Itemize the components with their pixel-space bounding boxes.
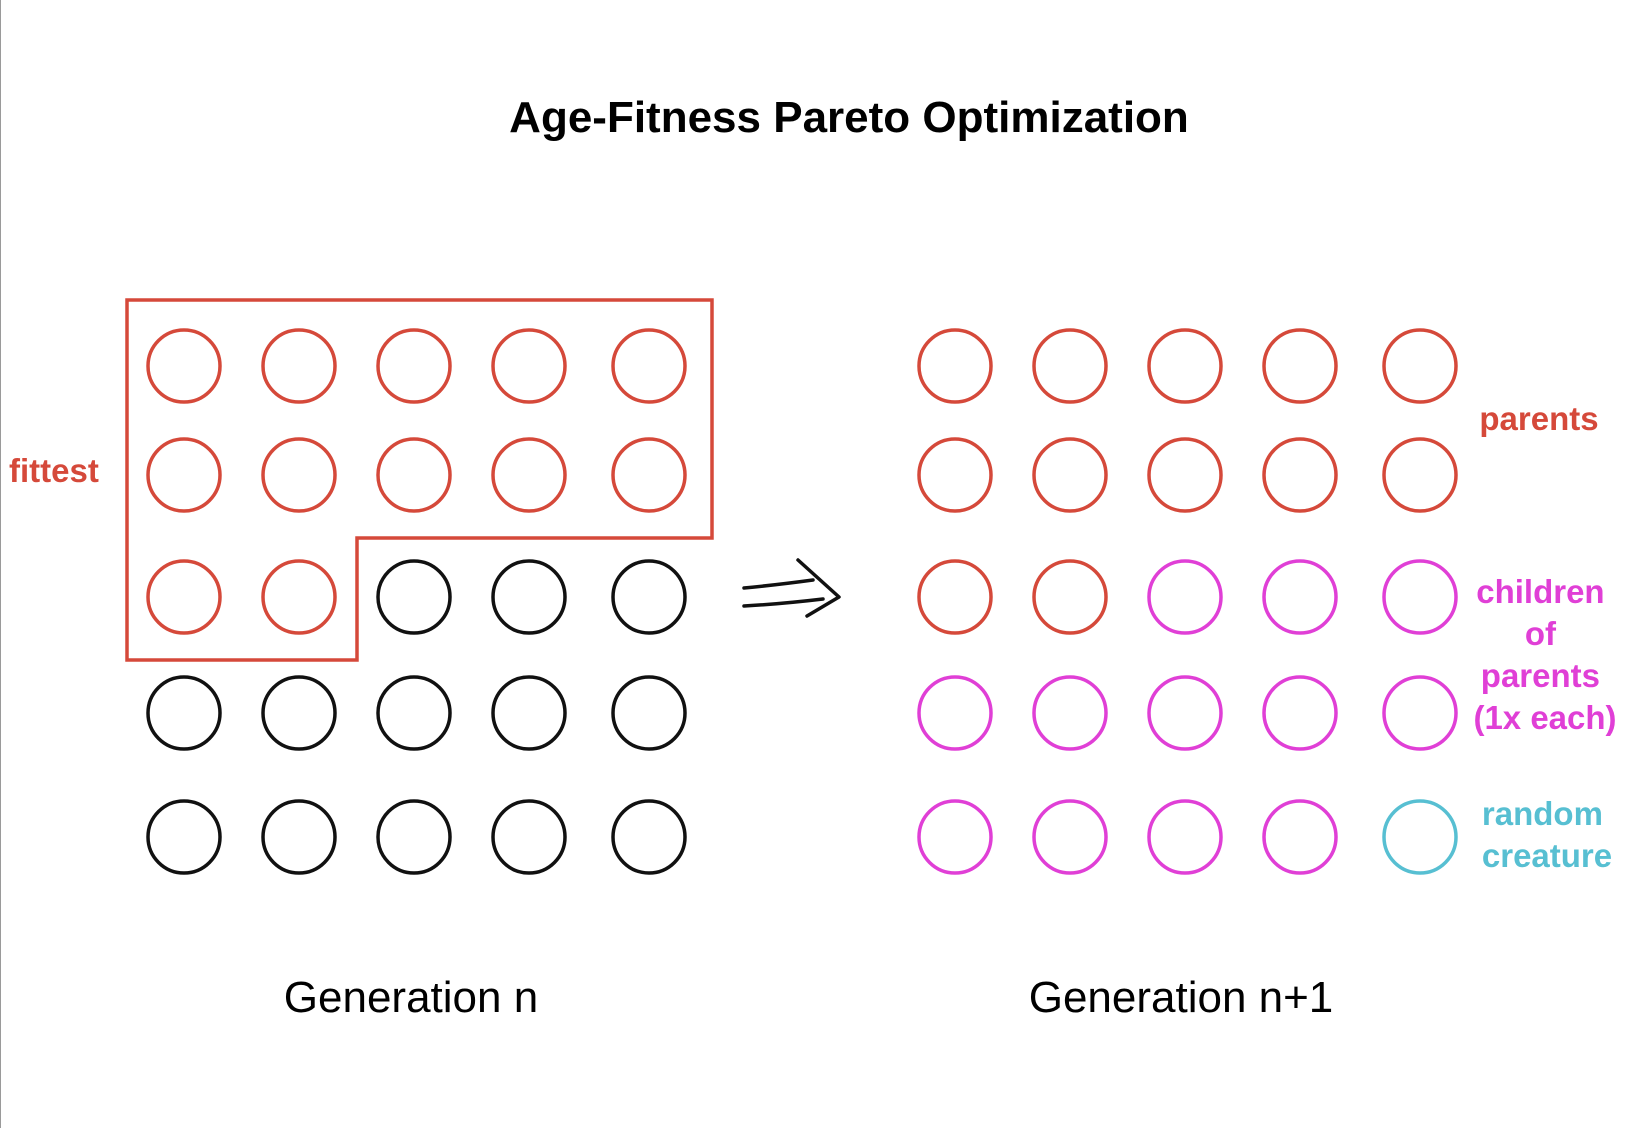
generation-n-grid: [146, 328, 687, 875]
children-label: children of parents (1x each): [1473, 573, 1616, 736]
gen-n1-creature-children-r4c4: [1262, 675, 1338, 751]
gen-n-creature-other-r4c4: [491, 675, 567, 751]
generation-n1-caption: Generation n+1: [1029, 973, 1334, 1022]
parents-label-line: parents: [1479, 400, 1598, 437]
diagram-title: Age-Fitness Pareto Optimization: [509, 93, 1189, 142]
gen-n-creature-other-r5c1: [146, 799, 222, 875]
gen-n1-creature-parents-r3c2: [1032, 559, 1108, 635]
gen-n-creature-fittest-r1c3: [376, 328, 452, 404]
children-label-line-4: (1x each): [1473, 699, 1616, 736]
gen-n-creature-fittest-r2c3: [376, 437, 452, 513]
gen-n-creature-other-r5c4: [491, 799, 567, 875]
gen-n1-creature-children-r5c1: [917, 799, 993, 875]
gen-n-creature-other-r3c3: [376, 559, 452, 635]
fittest-selection-outline: [125, 298, 714, 662]
gen-n-creature-other-r3c4: [491, 559, 567, 635]
gen-n1-creature-children-r4c3: [1147, 675, 1223, 751]
gen-n-creature-fittest-r1c4: [491, 328, 567, 404]
random-creature-label: random creature: [1482, 795, 1612, 874]
gen-n-creature-other-r5c3: [376, 799, 452, 875]
gen-n1-creature-parents-r1c5: [1382, 328, 1458, 404]
gen-n-creature-other-r3c5: [611, 559, 687, 635]
gen-n1-creature-children-r5c4: [1262, 799, 1338, 875]
gen-n1-creature-children-r4c2: [1032, 675, 1108, 751]
gen-n-creature-other-r4c3: [376, 675, 452, 751]
gen-n1-creature-children-r3c3: [1147, 559, 1223, 635]
random-label-line-1: random: [1482, 795, 1603, 832]
gen-n-creature-fittest-r1c5: [611, 328, 687, 404]
gen-n1-creature-parents-r2c1: [917, 437, 993, 513]
children-label-line-2: of: [1525, 615, 1557, 652]
gen-n1-creature-parents-r1c2: [1032, 328, 1108, 404]
gen-n-creature-other-r4c1: [146, 675, 222, 751]
gen-n-creature-other-r4c5: [611, 675, 687, 751]
gen-n1-creature-parents-r2c5: [1382, 437, 1458, 513]
gen-n-creature-fittest-r1c1: [146, 328, 222, 404]
gen-n1-creature-children-r5c2: [1032, 799, 1108, 875]
gen-n-creature-other-r5c2: [261, 799, 337, 875]
gen-n1-creature-parents-r2c2: [1032, 437, 1108, 513]
gen-n-creature-fittest-r3c2: [261, 559, 337, 635]
gen-n-creature-fittest-r3c1: [146, 559, 222, 635]
gen-n1-creature-parents-r2c3: [1147, 437, 1223, 513]
double-arrow-right-icon: [742, 558, 841, 618]
fittest-label: fittest: [9, 452, 99, 489]
gen-n1-creature-parents-r2c4: [1262, 437, 1338, 513]
gen-n-creature-fittest-r2c1: [146, 437, 222, 513]
children-label-line-3: parents: [1481, 657, 1600, 694]
gen-n1-creature-parents-r1c4: [1262, 328, 1338, 404]
gen-n1-creature-children-r4c5: [1382, 675, 1458, 751]
gen-n1-creature-children-r5c3: [1147, 799, 1223, 875]
gen-n-creature-other-r4c2: [261, 675, 337, 751]
gen-n1-creature-parents-r1c3: [1147, 328, 1223, 404]
gen-n1-creature-random-r5c5: [1382, 799, 1458, 875]
gen-n1-creature-children-r4c1: [917, 675, 993, 751]
generation-n1-grid: [917, 328, 1458, 875]
gen-n-creature-fittest-r2c4: [491, 437, 567, 513]
gen-n1-creature-children-r3c4: [1262, 559, 1338, 635]
gen-n-creature-other-r5c5: [611, 799, 687, 875]
gen-n-creature-fittest-r2c2: [261, 437, 337, 513]
gen-n1-creature-parents-r1c1: [917, 328, 993, 404]
gen-n1-creature-children-r3c5: [1382, 559, 1458, 635]
random-label-line-2: creature: [1482, 837, 1612, 874]
gen-n-creature-fittest-r2c5: [611, 437, 687, 513]
gen-n1-creature-parents-r3c1: [917, 559, 993, 635]
children-label-line-1: children: [1476, 573, 1604, 610]
parents-label: parents: [1479, 400, 1598, 437]
generation-n-caption: Generation n: [284, 973, 538, 1022]
gen-n-creature-fittest-r1c2: [261, 328, 337, 404]
